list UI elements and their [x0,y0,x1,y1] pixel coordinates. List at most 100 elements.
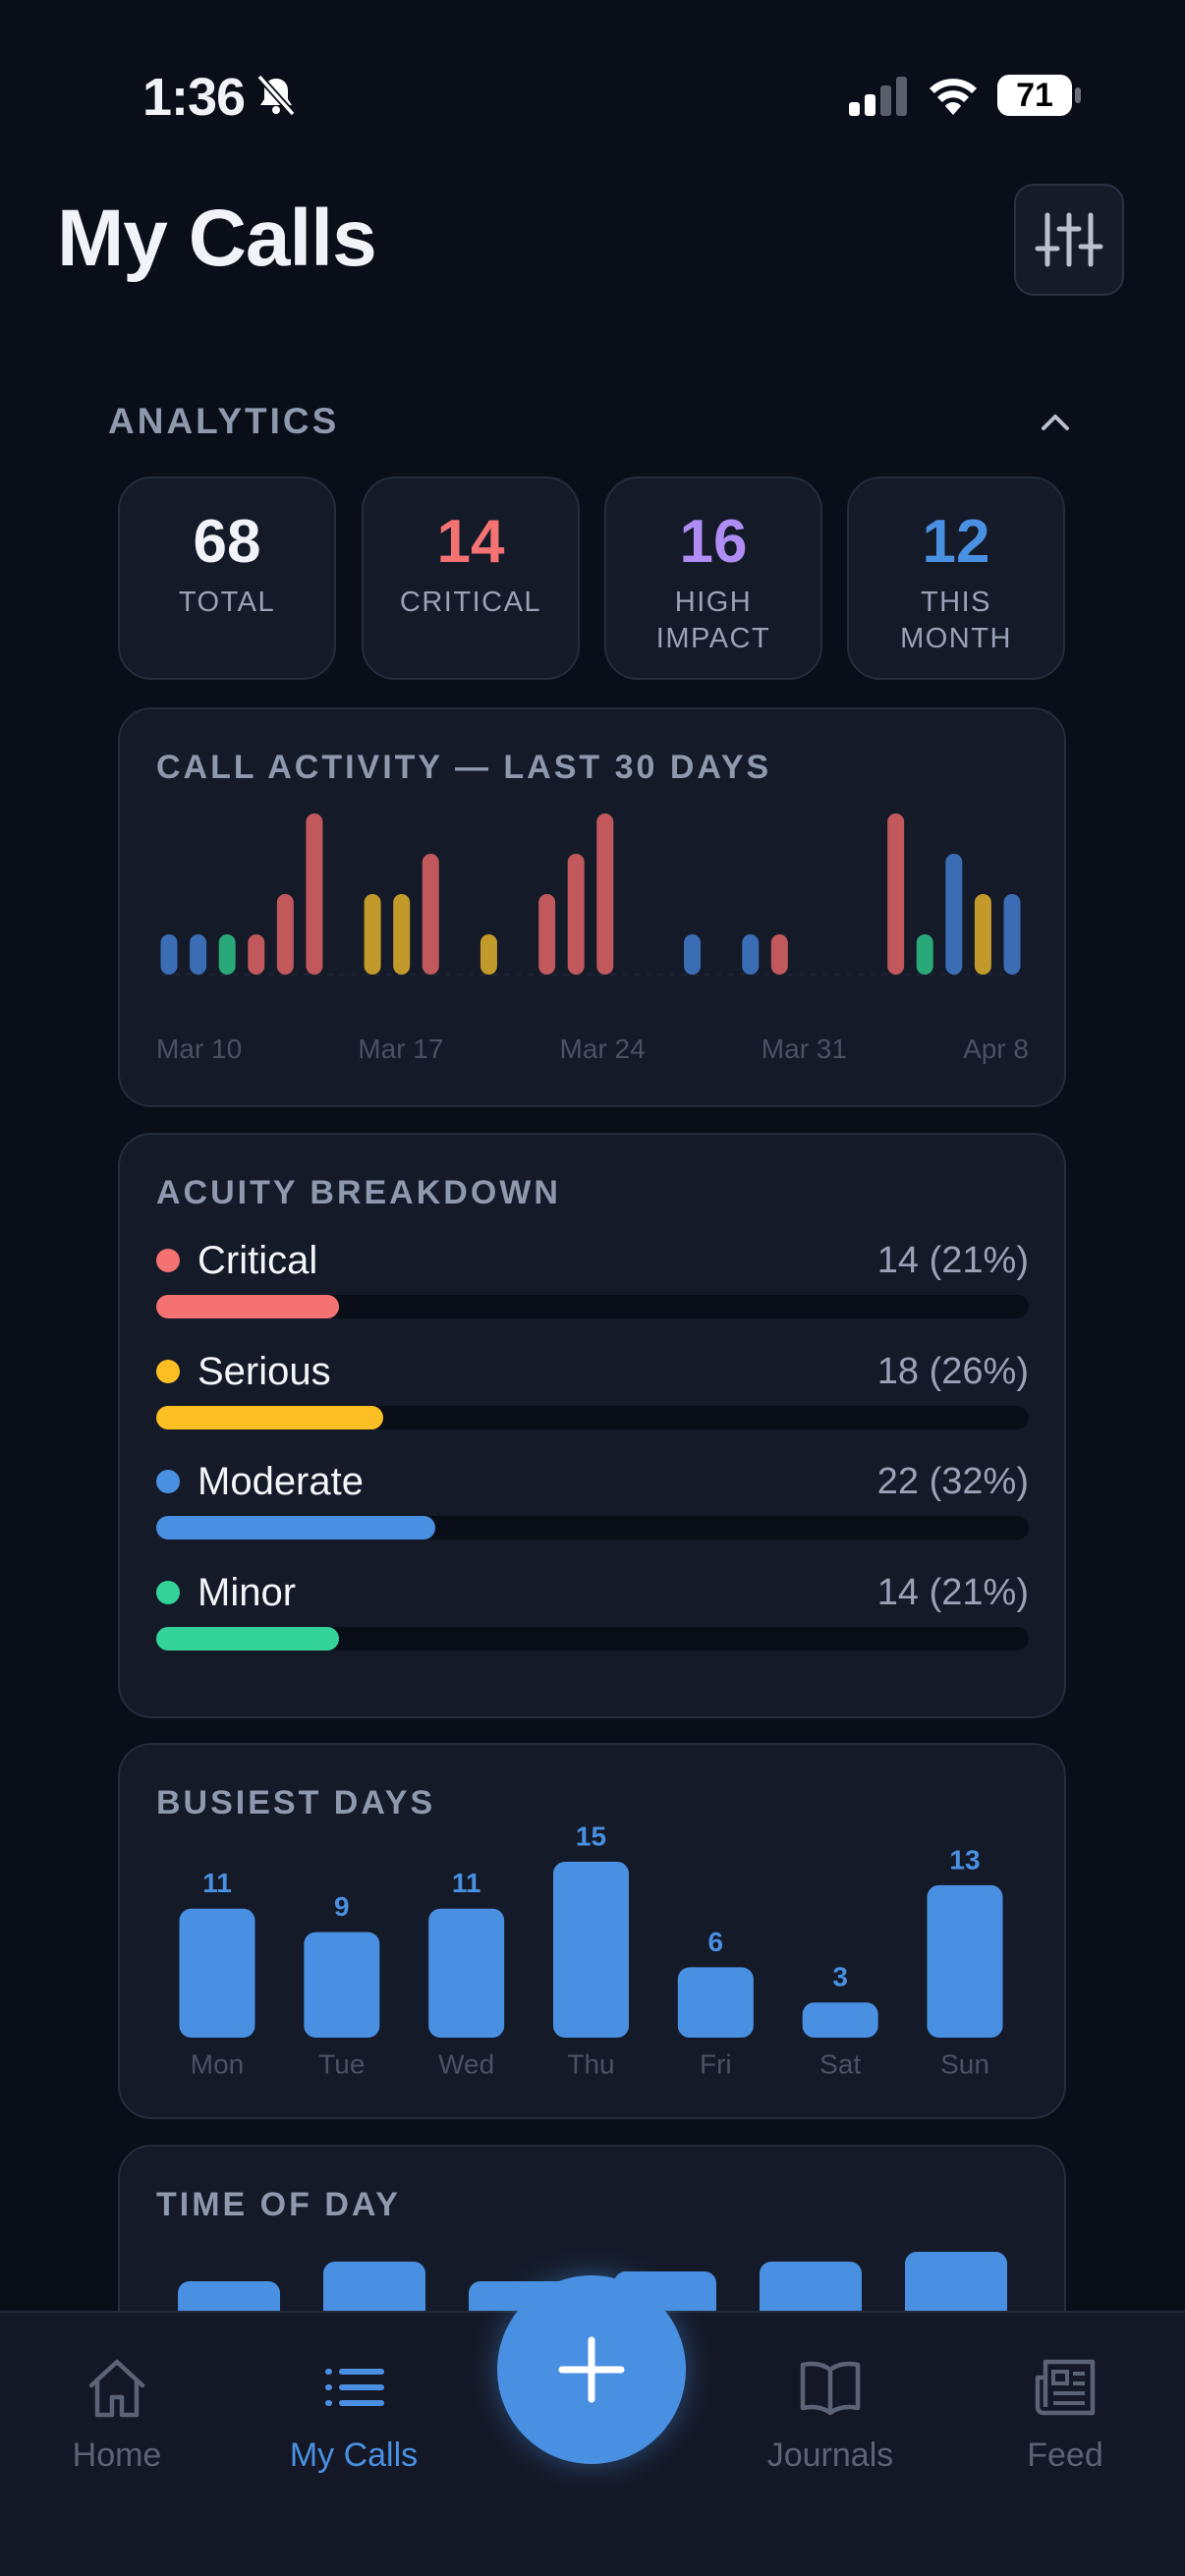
x-tick-label: Mon [191,2048,244,2079]
bar [567,854,585,975]
nav-journals[interactable]: Journals [722,2313,938,2509]
legend-dot [156,1359,180,1383]
stat-card: 14 CRITICAL [362,476,580,680]
signal-icon [849,77,907,116]
bar-track [156,1516,1029,1540]
x-tick-label: Sat [819,2048,861,2079]
bar [677,1967,754,2038]
home-icon [88,2359,145,2418]
nav-label: My Calls [289,2436,419,2474]
list-icon [325,2369,384,2406]
stat-label: THIS MONTH [900,587,1012,654]
nav-label: Home [72,2436,162,2474]
bar [156,1295,340,1318]
legend-dot [156,1581,180,1605]
wifi-icon [930,79,977,115]
activity-card [118,707,1066,1107]
acuity-name: Moderate [198,1460,364,1504]
stat-label: HIGH IMPACT [655,587,771,654]
x-tick-label: Tue [318,2048,365,2079]
nav-feed[interactable]: Feed [957,2313,1173,2509]
stat-card: 16 HIGH IMPACT [604,476,822,680]
bar [974,894,991,975]
x-tick-label: Mar 17 [358,1034,444,1064]
x-tick-label: Sun [940,2048,989,2079]
bar [156,1627,340,1652]
battery-level: 71 [1016,77,1053,114]
card-title: TIME OF DAY [156,2186,401,2223]
acuity-value: 18 (26%) [876,1350,1029,1392]
activity-x-axis: Mar 10 Mar 17 Mar 24 Mar 31 Apr 8 [156,1034,1029,1065]
nav-label: Journals [766,2436,894,2474]
bar [887,813,905,975]
bar-value: 6 [708,1927,724,1957]
acuity-value: 14 (21%) [876,1572,1029,1614]
bar [393,894,411,975]
bar [248,934,265,975]
bar [480,934,497,975]
page-title: My Calls [57,194,377,283]
bar [306,813,323,975]
bar [304,1932,380,2038]
x-tick-label: Wed [438,2048,494,2079]
acuity-value: 14 (21%) [876,1240,1029,1281]
filter-button[interactable] [1014,184,1124,296]
card-title: ACUITY BREAKDOWN [156,1174,561,1211]
bar-value: 11 [202,1868,232,1898]
bar [364,894,381,975]
bar [218,934,236,975]
bar [927,1884,1003,2038]
bar [156,1405,383,1429]
add-call-button[interactable] [497,2275,686,2464]
bar [684,934,702,975]
legend-dot [156,1249,180,1272]
bar [538,894,556,975]
stat-card: 68 TOTAL [118,476,336,680]
x-tick-label: Thu [567,2048,614,2079]
bar [916,934,933,975]
nav-label: Feed [1027,2436,1103,2474]
bar-track [156,1405,1029,1429]
bar-value: 15 [576,1820,606,1851]
bar-value: 13 [949,1844,980,1875]
stat-label: TOTAL [178,587,276,618]
bar [802,2002,878,2038]
bar-track [156,1627,1029,1652]
bar [160,934,178,975]
stat-card: 12 THIS MONTH [847,476,1065,680]
stat-value: 68 [193,508,261,576]
x-tick-label: Mar 10 [156,1034,243,1064]
acuity-name: Critical [198,1239,318,1282]
x-tick-label: Apr 8 [963,1034,1029,1064]
x-tick-label: Fri [700,2048,732,2079]
bar [428,1908,505,2038]
card-title: BUSIEST DAYS [156,1784,436,1821]
nav-home[interactable]: Home [9,2313,225,2509]
bar [596,813,614,975]
filter-icon [1035,212,1103,267]
news-icon [1035,2359,1096,2416]
acuity-value: 22 (32%) [876,1461,1029,1503]
bar-value: 11 [452,1868,481,1898]
bar [945,854,963,975]
bar-value: 9 [334,1891,350,1922]
bar [179,1908,255,2038]
acuity-name: Serious [198,1349,331,1393]
status-time: 1:36 [142,68,246,127]
collapse-toggle[interactable] [1038,407,1073,436]
silent-icon [256,74,296,117]
bar [770,934,788,975]
bar [276,894,294,975]
bar [422,854,439,975]
bar [553,1862,629,2038]
x-tick-label: Mar 24 [559,1034,646,1064]
acuity-name: Minor [198,1571,297,1615]
battery: 71 [997,75,1072,116]
book-icon [800,2361,861,2416]
nav-my-calls[interactable]: My Calls [246,2313,462,2509]
bar [1003,894,1021,975]
bar-track [156,1295,1029,1318]
stat-label: CRITICAL [399,587,542,618]
